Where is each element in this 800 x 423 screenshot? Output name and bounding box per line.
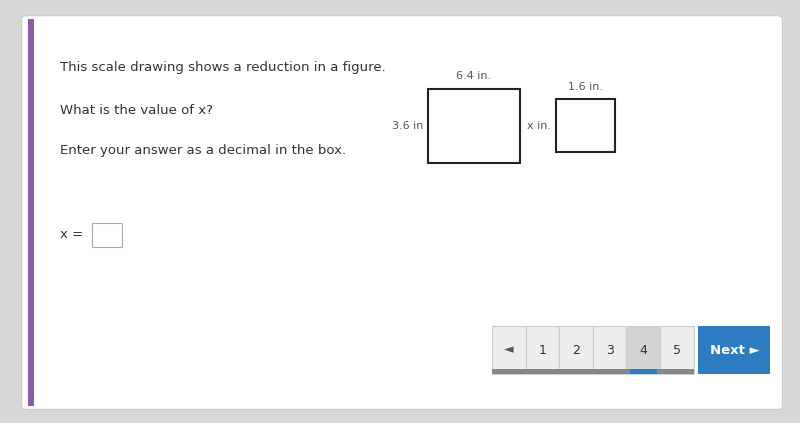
Bar xyxy=(559,326,593,374)
Text: 1: 1 xyxy=(538,343,546,357)
Text: x =: x = xyxy=(60,228,83,241)
Bar xyxy=(526,326,559,374)
Text: Enter your answer as a decimal in the box.: Enter your answer as a decimal in the bo… xyxy=(60,144,346,157)
Bar xyxy=(556,99,615,152)
Bar xyxy=(28,19,34,406)
Bar xyxy=(630,369,657,374)
Bar xyxy=(92,223,122,247)
Text: What is the value of x?: What is the value of x? xyxy=(60,104,213,117)
Text: Next ►: Next ► xyxy=(710,343,759,357)
Bar xyxy=(698,326,770,374)
Text: ◄: ◄ xyxy=(504,343,514,357)
Text: 3: 3 xyxy=(606,343,614,357)
Text: 4: 4 xyxy=(639,343,647,357)
Bar xyxy=(492,326,526,374)
Text: 6.4 in.: 6.4 in. xyxy=(457,71,491,81)
Text: x in.: x in. xyxy=(527,121,551,131)
Text: 1.6 in.: 1.6 in. xyxy=(568,82,603,92)
Text: 2: 2 xyxy=(572,343,580,357)
Text: 3.6 in: 3.6 in xyxy=(392,121,423,131)
Text: This scale drawing shows a reduction in a figure.: This scale drawing shows a reduction in … xyxy=(60,61,386,74)
Text: 5: 5 xyxy=(673,343,681,357)
Bar xyxy=(593,326,626,374)
Bar xyxy=(660,326,694,374)
Bar xyxy=(492,369,694,374)
FancyBboxPatch shape xyxy=(22,16,782,409)
Bar xyxy=(626,326,660,374)
Bar xyxy=(428,89,520,163)
